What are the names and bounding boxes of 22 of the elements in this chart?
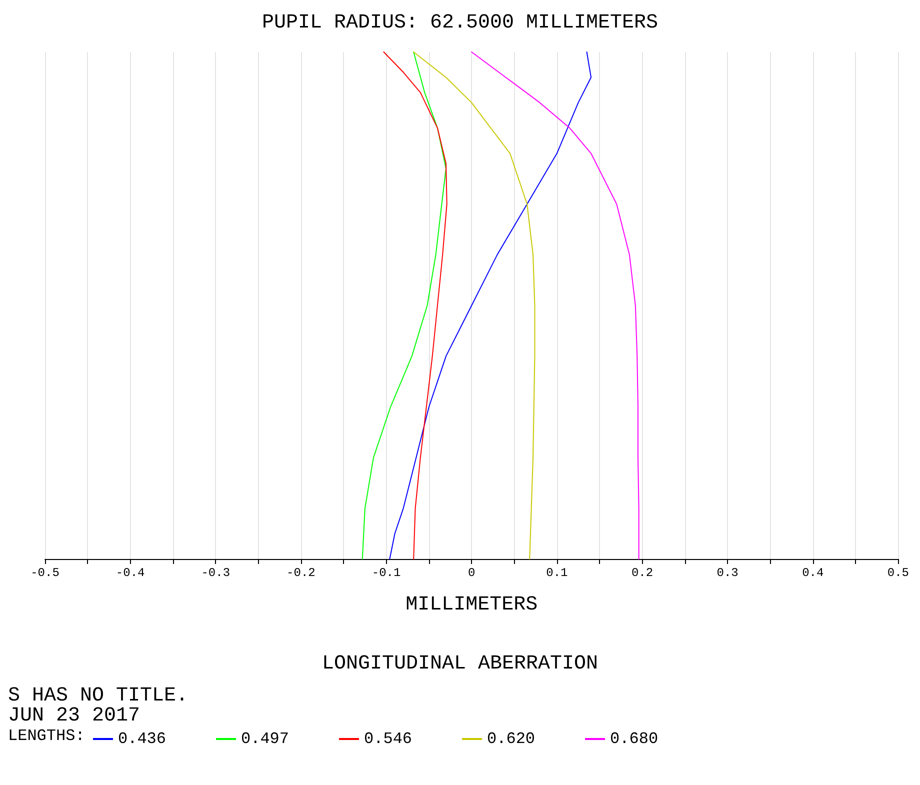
chart-title: PUPIL RADIUS: 62.5000 MILLIMETERS: [262, 12, 658, 34]
x-tick-label: -0.5: [30, 566, 60, 580]
x-tick-label: -0.4: [116, 566, 145, 580]
legend-title: LENGTHS:: [8, 727, 85, 745]
text: JUN 23 2017: [8, 704, 140, 728]
x-axis-title: MILLIMETERS: [406, 594, 538, 616]
x-tick-label: 0.2: [631, 566, 654, 580]
text: LONGITUDINAL ABERRATION: [322, 652, 598, 676]
x-tick-label: -0.1: [372, 566, 401, 580]
legend-label: 0.497: [241, 730, 290, 748]
legend-label: 0.436: [118, 730, 166, 748]
x-tick-label: -0.3: [201, 566, 230, 580]
x-tick-label: 0.4: [802, 566, 824, 580]
x-tick-label: 0.3: [716, 566, 738, 580]
x-tick-label: 0: [468, 566, 476, 580]
legend-label: 0.620: [487, 730, 536, 748]
x-tick-label: 0.1: [546, 566, 568, 580]
legend-label: 0.680: [610, 730, 658, 748]
x-tick-label: -0.2: [286, 566, 316, 580]
x-tick-label: 0.5: [887, 566, 910, 580]
legend-label: 0.546: [364, 730, 412, 748]
text: S HAS NO TITLE.: [8, 684, 188, 708]
